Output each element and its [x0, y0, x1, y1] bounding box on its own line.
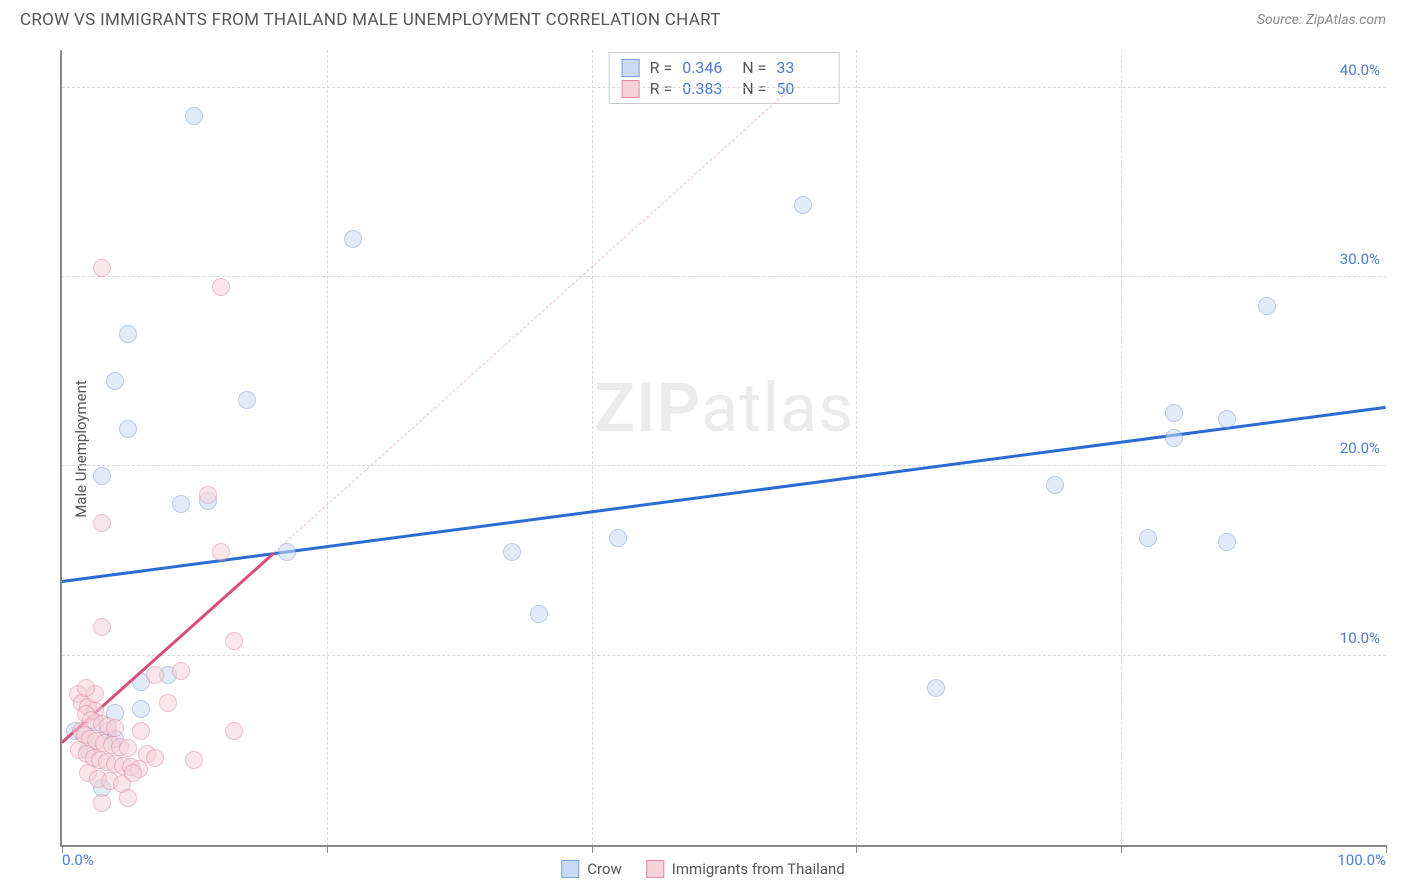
gridline-vertical	[1121, 50, 1122, 845]
data-point	[225, 722, 243, 740]
legend-swatch	[561, 860, 579, 878]
legend-row: R =0.383N =50	[622, 78, 827, 99]
data-point	[77, 679, 95, 697]
data-point	[132, 722, 150, 740]
data-point	[1046, 476, 1064, 494]
gridline-horizontal	[62, 87, 1386, 88]
data-point	[146, 666, 164, 684]
gridline-horizontal	[62, 465, 1386, 466]
data-point	[1139, 529, 1157, 547]
legend-swatch	[622, 59, 640, 77]
data-point	[124, 764, 142, 782]
data-point	[132, 700, 150, 718]
y-tick-label: 40.0%	[1340, 61, 1380, 79]
series-legend: Crow Immigrants from Thailand	[561, 860, 844, 878]
watermark: ZIPatlas	[594, 368, 854, 448]
data-point	[119, 325, 137, 343]
n-label: N =	[742, 79, 766, 98]
data-point	[225, 632, 243, 650]
data-point	[106, 372, 124, 390]
data-point	[159, 694, 177, 712]
gridline-vertical	[592, 50, 593, 845]
data-point	[503, 543, 521, 561]
legend-row: R = 0.346 N = 33	[622, 57, 827, 78]
data-point	[146, 749, 164, 767]
n-value: 33	[776, 58, 826, 77]
data-point	[93, 618, 111, 636]
data-point	[93, 794, 111, 812]
data-point	[212, 543, 230, 561]
gridline-horizontal	[62, 276, 1386, 277]
correlation-legend: R =0.346N =33R =0.383N =50	[609, 52, 840, 104]
chart-title: CROW VS IMMIGRANTS FROM THAILAND MALE UN…	[20, 10, 721, 30]
data-point	[212, 278, 230, 296]
plot-region: ZIPatlas R =0.346N =33R =0.383N =50 10.0…	[60, 50, 1386, 847]
data-point	[609, 529, 627, 547]
y-tick-label: 20.0%	[1340, 439, 1380, 457]
data-point	[93, 259, 111, 277]
data-point	[172, 495, 190, 513]
trend-line	[62, 406, 1386, 583]
data-point	[93, 467, 111, 485]
data-point	[119, 420, 137, 438]
data-point	[794, 196, 812, 214]
x-tick-mark	[856, 845, 857, 853]
x-tick-mark	[592, 845, 593, 853]
gridline-vertical	[856, 50, 857, 845]
data-point	[530, 605, 548, 623]
data-point	[185, 751, 203, 769]
x-tick-label: 0.0%	[62, 851, 94, 869]
x-tick-label: 100.0%	[1337, 851, 1386, 869]
r-value: 0.383	[682, 79, 732, 98]
data-point	[119, 789, 137, 807]
chart-area: Male Unemployment ZIPatlas R =0.346N =33…	[50, 50, 1386, 847]
data-point	[1218, 410, 1236, 428]
data-point	[93, 514, 111, 532]
data-point	[344, 230, 362, 248]
data-point	[927, 679, 945, 697]
trend-line	[273, 88, 790, 552]
legend-swatch	[646, 860, 664, 878]
data-point	[172, 662, 190, 680]
data-point	[199, 486, 217, 504]
legend-item: Crow	[561, 860, 622, 878]
data-point	[238, 391, 256, 409]
y-tick-label: 10.0%	[1340, 629, 1380, 647]
r-label: R =	[650, 58, 673, 77]
legend-label: Crow	[587, 860, 622, 878]
r-label: R =	[650, 79, 673, 98]
y-tick-label: 30.0%	[1340, 250, 1380, 268]
gridline-horizontal	[62, 655, 1386, 656]
data-point	[1165, 429, 1183, 447]
legend-swatch	[622, 80, 640, 98]
gridline-vertical	[327, 50, 328, 845]
legend-label: Immigrants from Thailand	[672, 860, 845, 878]
data-point	[1258, 297, 1276, 315]
legend-item: Immigrants from Thailand	[646, 860, 845, 878]
r-value: 0.346	[682, 58, 732, 77]
x-tick-mark	[1121, 845, 1122, 853]
data-point	[119, 739, 137, 757]
source-label: Source: ZipAtlas.com	[1257, 12, 1386, 28]
data-point	[185, 107, 203, 125]
data-point	[1218, 533, 1236, 551]
data-point	[1165, 404, 1183, 422]
x-tick-mark	[327, 845, 328, 853]
n-label: N =	[742, 58, 766, 77]
